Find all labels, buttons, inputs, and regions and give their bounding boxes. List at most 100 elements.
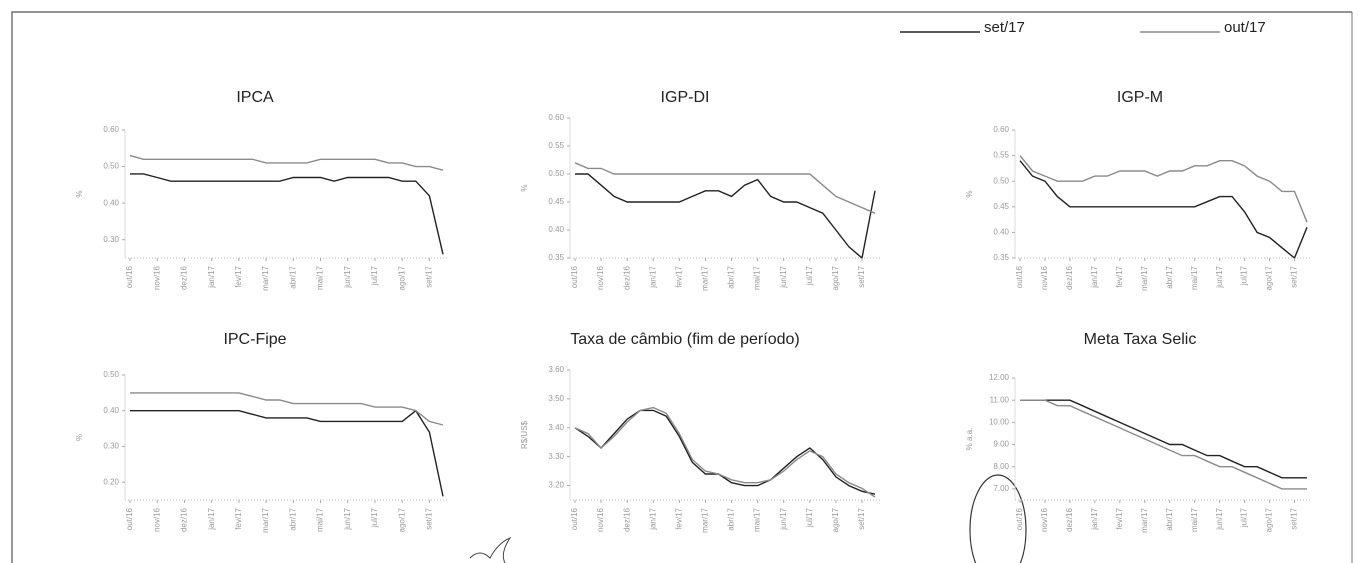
y-tick-label: 11.00 xyxy=(990,395,1010,404)
x-tick-label: fev/17 xyxy=(1115,265,1124,287)
page-frame xyxy=(11,11,1352,563)
y-tick-label: 8.00 xyxy=(993,462,1009,471)
chart-title: IPC-Fipe xyxy=(223,331,286,348)
x-tick-label: fev/17 xyxy=(674,265,683,287)
y-axis-label: % xyxy=(520,184,529,191)
y-tick-label: 0.45 xyxy=(548,197,564,206)
x-tick-label: mar/17 xyxy=(701,265,710,290)
y-tick-label: 0.50 xyxy=(103,162,119,171)
x-tick-label: mai/17 xyxy=(316,507,325,532)
x-tick-label: abr/17 xyxy=(288,507,297,530)
x-tick-label: dez/16 xyxy=(1065,265,1074,290)
y-tick-label: 3.30 xyxy=(548,452,564,461)
x-tick-label: jun/17 xyxy=(343,507,352,530)
y-tick-label: 0.60 xyxy=(993,125,1009,134)
y-tick-label: 3.40 xyxy=(548,423,564,432)
chart-title: IGP-M xyxy=(1117,89,1163,106)
y-tick-label: 0.30 xyxy=(103,235,119,244)
series-line xyxy=(130,409,444,497)
x-tick-label: set/17 xyxy=(425,507,434,529)
x-tick-label: mai/17 xyxy=(753,265,762,290)
x-tick-label: dez/16 xyxy=(180,265,189,290)
x-tick-label: out/16 xyxy=(570,265,579,288)
y-tick-label: 0.50 xyxy=(103,370,119,379)
series-line xyxy=(1020,399,1307,490)
y-axis-label: R$/US$ xyxy=(520,420,529,449)
x-tick-label: out/16 xyxy=(125,507,134,530)
y-tick-label: 9.00 xyxy=(993,440,1009,449)
y-tick-label: 0.40 xyxy=(103,406,119,415)
x-tick-label: abr/17 xyxy=(727,265,736,288)
y-tick-label: 12.00 xyxy=(989,373,1010,382)
x-tick-label: jan/17 xyxy=(1090,265,1099,288)
x-tick-label: ago/17 xyxy=(397,265,406,290)
x-tick-label: mar/17 xyxy=(701,507,710,532)
series-line xyxy=(129,154,444,171)
legend-label: out/17 xyxy=(1224,19,1266,36)
x-tick-label: mar/17 xyxy=(1140,507,1149,532)
series-line xyxy=(130,173,444,255)
hand-scribble xyxy=(469,536,512,563)
y-tick-label: 0.35 xyxy=(993,253,1009,262)
x-tick-label: jul/17 xyxy=(370,507,379,528)
x-tick-label: nov/16 xyxy=(152,265,161,290)
series-line xyxy=(130,392,444,426)
x-tick-label: mar/17 xyxy=(261,265,270,290)
y-tick-label: 0.40 xyxy=(993,228,1009,237)
chart-title: IPCA xyxy=(236,89,274,106)
x-tick-label: jan/17 xyxy=(648,265,657,288)
x-tick-label: fev/17 xyxy=(234,265,243,287)
x-tick-label: jan/17 xyxy=(207,507,216,530)
x-tick-label: mar/17 xyxy=(1140,265,1149,290)
x-tick-label: jun/17 xyxy=(1215,507,1224,530)
x-tick-label: ago/17 xyxy=(831,507,840,532)
y-tick-label: 10.00 xyxy=(989,417,1010,426)
x-tick-label: jun/17 xyxy=(779,265,788,288)
y-axis-label: % xyxy=(75,434,84,441)
hand-mark xyxy=(969,474,1027,563)
y-tick-label: 3.50 xyxy=(548,394,564,403)
x-tick-label: set/17 xyxy=(1290,265,1299,287)
x-tick-label: jun/17 xyxy=(343,265,352,288)
x-tick-label: nov/16 xyxy=(596,507,605,532)
x-tick-label: out/16 xyxy=(1015,507,1024,530)
y-axis-label: % a.a. xyxy=(965,428,974,451)
x-tick-label: jul/17 xyxy=(805,507,814,528)
y-tick-label: 0.45 xyxy=(993,202,1009,211)
x-tick-label: mai/17 xyxy=(753,507,762,532)
x-tick-label: jan/17 xyxy=(207,265,216,288)
x-tick-label: out/16 xyxy=(570,507,579,530)
x-tick-label: set/17 xyxy=(857,265,866,287)
y-tick-label: 0.30 xyxy=(103,442,119,451)
series-line xyxy=(1019,160,1308,260)
x-tick-label: ago/17 xyxy=(831,265,840,290)
y-tick-label: 0.55 xyxy=(993,151,1009,160)
y-tick-label: 3.20 xyxy=(548,481,564,490)
x-tick-label: nov/16 xyxy=(1040,507,1049,532)
x-tick-label: nov/16 xyxy=(152,507,161,532)
x-tick-label: set/17 xyxy=(857,507,866,529)
series-line xyxy=(1019,155,1308,223)
x-tick-label: jul/17 xyxy=(805,265,814,286)
x-tick-label: jul/17 xyxy=(370,265,379,286)
x-tick-label: mar/17 xyxy=(261,507,270,532)
x-tick-label: out/16 xyxy=(1015,265,1024,288)
x-tick-label: jul/17 xyxy=(1240,507,1249,528)
y-tick-label: 0.50 xyxy=(993,176,1009,185)
y-tick-label: 7.00 xyxy=(993,484,1009,493)
x-tick-label: fev/17 xyxy=(234,507,243,529)
x-tick-label: fev/17 xyxy=(674,507,683,529)
x-tick-label: nov/16 xyxy=(596,265,605,290)
x-tick-label: nov/16 xyxy=(1040,265,1049,290)
y-axis-label: % xyxy=(75,190,84,197)
y-tick-label: 0.35 xyxy=(548,253,564,262)
x-tick-label: set/17 xyxy=(1290,507,1299,529)
series-line xyxy=(1020,399,1307,479)
x-tick-label: dez/16 xyxy=(622,265,631,290)
x-tick-label: jan/17 xyxy=(648,507,657,530)
x-tick-label: mai/17 xyxy=(316,265,325,290)
chart-title: Taxa de câmbio (fim de período) xyxy=(570,331,799,348)
series-line xyxy=(574,409,876,495)
